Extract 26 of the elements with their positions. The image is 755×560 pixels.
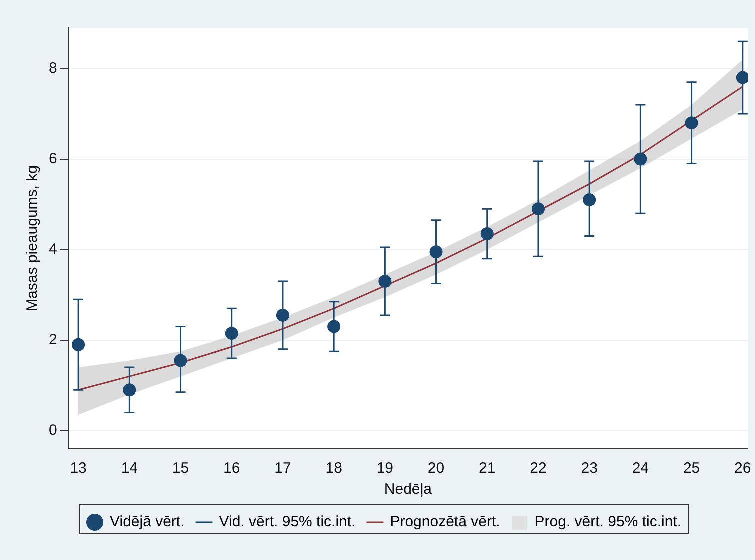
x-tick-label: 20 (428, 460, 445, 478)
x-tick-label: 21 (479, 460, 496, 478)
y-axis-title: Masas pieaugums, kg (24, 166, 42, 312)
y-tick-label: 6 (49, 150, 58, 168)
x-tick-label: 19 (376, 460, 394, 478)
legend-label: Vidējā vērt. (110, 514, 185, 531)
x-tick-label: 26 (734, 460, 752, 478)
x-tick-label: 25 (683, 460, 700, 478)
y-tick-label: 2 (49, 331, 58, 348)
x-tick-label: 18 (326, 460, 342, 478)
text: Vid. vērt. 95% tic.int. (219, 514, 356, 531)
x-tick-label: 23 (581, 460, 598, 478)
x-tick-label: 15 (172, 460, 190, 478)
y-tick-label: 0 (49, 422, 58, 440)
x-tick-label: 16 (224, 460, 240, 478)
x-axis-title: Nedēļa (384, 481, 433, 498)
x-tick-label: 17 (274, 460, 292, 478)
text: Prog. vērt. 95% tic.int. (534, 514, 682, 531)
x-tick-label: 14 (121, 460, 138, 478)
x-tick-label: 22 (530, 460, 547, 478)
y-tick-label: 8 (49, 60, 58, 77)
x-tick-label: 24 (632, 460, 650, 478)
x-tick-label: 13 (70, 460, 87, 478)
legend-label: Prognozētā vērt. (390, 514, 500, 531)
point (736, 71, 748, 84)
y-tick-label: 4 (49, 240, 58, 258)
